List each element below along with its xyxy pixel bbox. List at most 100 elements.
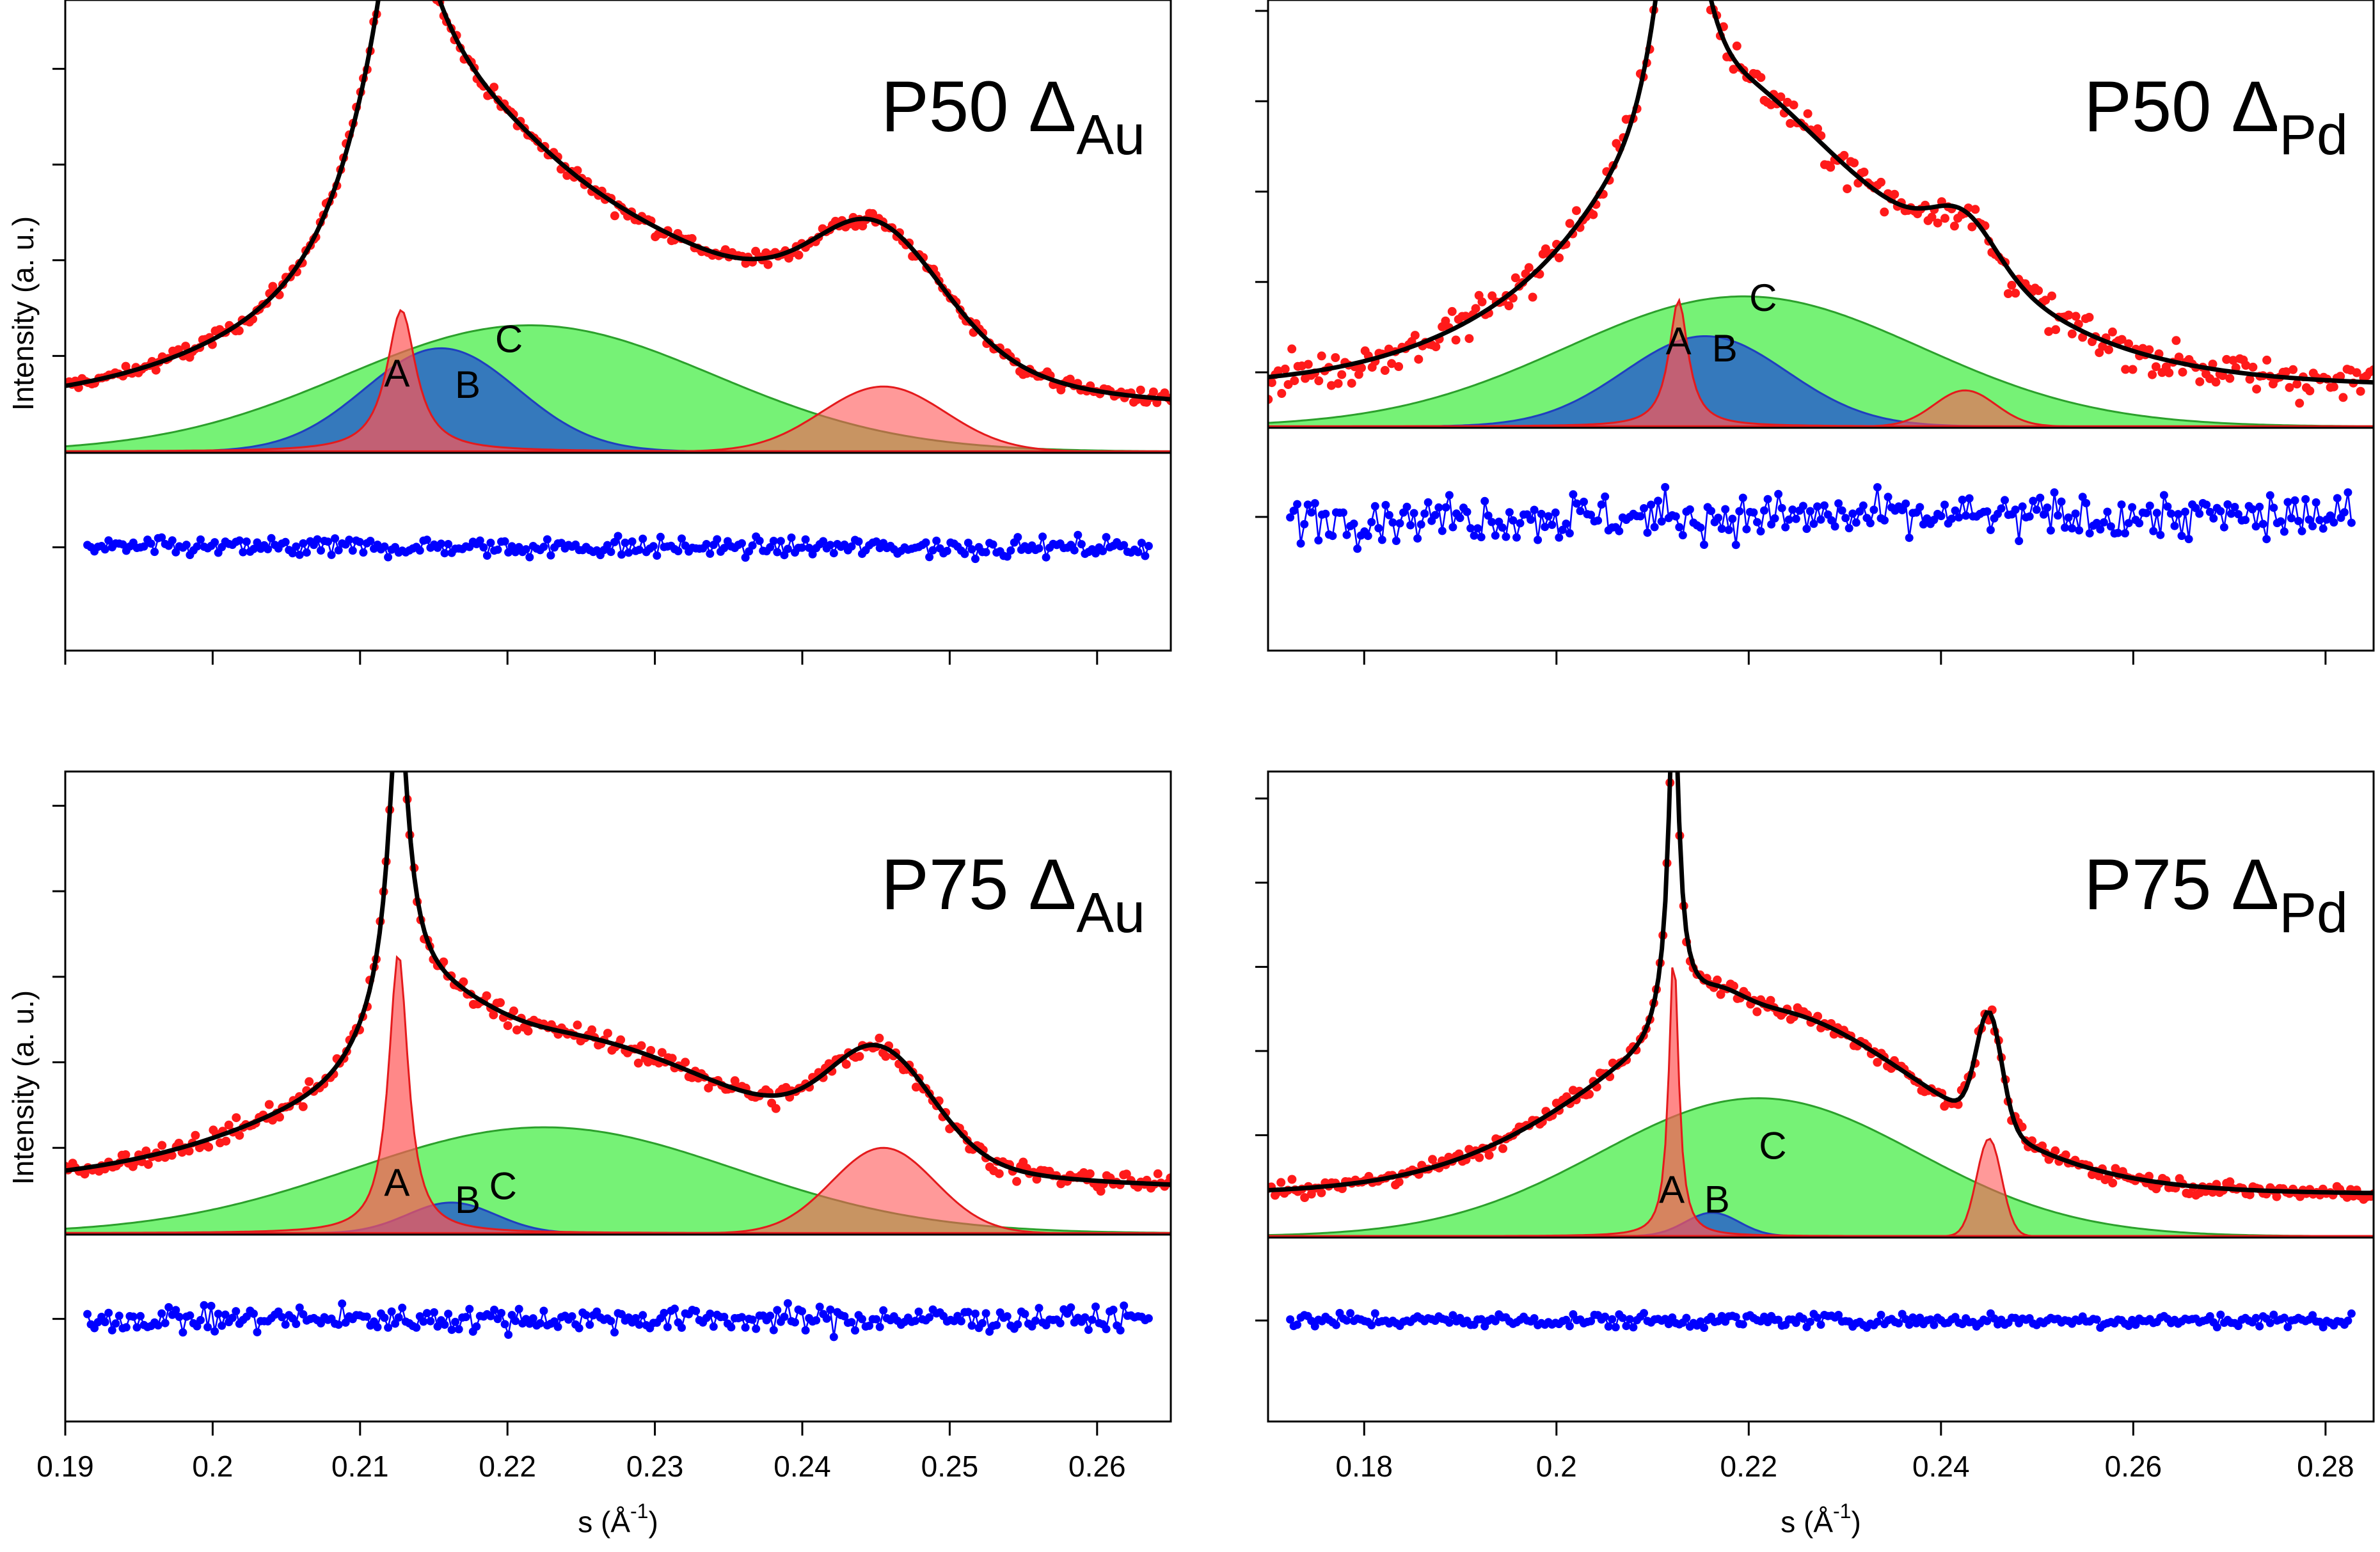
residual-point	[253, 1327, 262, 1336]
residual-point	[1816, 515, 1825, 524]
residual-point	[1625, 1315, 1634, 1324]
residual-point	[1738, 493, 1747, 502]
residual-point	[2085, 529, 2094, 538]
residual-point	[1664, 1320, 1673, 1329]
data-point	[298, 1102, 308, 1111]
residual-point	[1791, 1318, 1800, 1327]
residual-point	[755, 536, 764, 545]
residual-point	[1573, 499, 1581, 508]
panel-p75-au: 0.19 0.2 0.21 0.22 0.23 0.24 0.25 0.26 A B C P75 ΔA…	[6, 699, 1172, 1539]
x-tick-label: 0.19	[36, 1450, 94, 1483]
residual-point	[709, 1322, 718, 1331]
residual-point	[1346, 1309, 1355, 1318]
residual-point	[150, 548, 159, 557]
data-point	[881, 1052, 891, 1061]
data-point	[1873, 1057, 1882, 1067]
residual-point	[447, 1326, 456, 1334]
residual-point	[2174, 510, 2182, 519]
residual-point	[415, 546, 424, 555]
data-point	[399, 734, 408, 743]
residual-point	[575, 1324, 583, 1333]
residual-point	[1756, 527, 1765, 535]
residual-point	[674, 547, 683, 555]
residual-point	[1402, 502, 1411, 511]
residual-point	[341, 1318, 350, 1327]
data-point	[2262, 355, 2272, 365]
residual-point	[1067, 1303, 1075, 1312]
data-point	[911, 1082, 921, 1092]
residual-point	[2018, 502, 2027, 511]
residual-point	[1629, 1323, 1638, 1332]
data-point	[657, 1048, 667, 1057]
data-point	[2336, 372, 2345, 381]
residual-point	[978, 1318, 987, 1327]
residual-point	[1983, 1317, 1992, 1326]
panel-title-main: P75 Δ	[881, 844, 1076, 924]
data-point	[1451, 335, 1461, 345]
data-point	[2295, 399, 2305, 408]
data-point	[1789, 100, 1798, 110]
residual-point	[239, 548, 248, 557]
residual-point	[1084, 1326, 1093, 1334]
residual-point	[1448, 523, 1457, 532]
residual-point	[1353, 544, 1362, 553]
data-point	[1166, 1173, 1171, 1183]
data-point	[573, 1020, 582, 1030]
data-point	[1776, 92, 1786, 102]
residual-point	[2181, 507, 2189, 516]
residual-point	[1038, 532, 1047, 541]
residual-point	[1763, 495, 1772, 503]
residual-point	[454, 1325, 463, 1334]
residual-point	[504, 1330, 513, 1339]
residual-point	[2319, 524, 2328, 533]
residual-point	[2075, 526, 2084, 535]
residual-point	[461, 1313, 470, 1322]
data-point	[2041, 296, 2051, 305]
residual-point	[2202, 500, 2211, 509]
residual-point	[1661, 483, 1670, 491]
residual-point	[422, 1309, 431, 1318]
residual-point	[1003, 1312, 1012, 1321]
peak-label: A	[384, 1161, 409, 1204]
residual-point	[1714, 513, 1723, 522]
residual-point	[780, 551, 789, 560]
residual-point	[1363, 532, 1372, 541]
residual-point	[2280, 1313, 2289, 1322]
data-point	[2329, 382, 2338, 392]
residual-point	[2054, 511, 2062, 520]
residual-point	[1777, 503, 1786, 512]
residual-point	[490, 1305, 498, 1314]
residual-point	[773, 1306, 782, 1315]
residual-point	[2262, 535, 2271, 544]
residual-point	[1601, 1312, 1610, 1321]
residual-point	[430, 1308, 438, 1317]
axes-frame	[1267, 770, 2375, 1423]
residual-point	[2177, 532, 2186, 541]
residual-point	[2347, 1309, 2356, 1318]
data-point	[2148, 370, 2157, 379]
residual-point	[1650, 523, 1659, 532]
residual-point	[967, 1321, 976, 1330]
residual-point	[207, 1301, 216, 1310]
data-point	[1303, 360, 1313, 369]
data-point	[395, 699, 404, 708]
peak-label: C	[1759, 1124, 1786, 1167]
residual-point	[2234, 510, 2242, 519]
residual-point	[1144, 1314, 1153, 1323]
data-point	[2117, 335, 2127, 344]
residual-point	[787, 533, 796, 542]
residual-point	[1516, 519, 1525, 528]
residual-point	[2248, 505, 2257, 514]
data-point	[1431, 342, 1441, 352]
residual-point	[1742, 525, 1751, 534]
residual-point	[960, 550, 969, 558]
data-point	[1012, 1176, 1022, 1186]
residual-point	[1916, 503, 1924, 512]
data-point	[1464, 334, 1474, 344]
residual-point	[847, 1318, 856, 1327]
data-point	[2211, 377, 2221, 387]
residual-point	[1555, 533, 1564, 542]
peak-c	[65, 324, 1171, 453]
data-point	[1528, 292, 1537, 302]
residual-point	[1509, 516, 1518, 525]
